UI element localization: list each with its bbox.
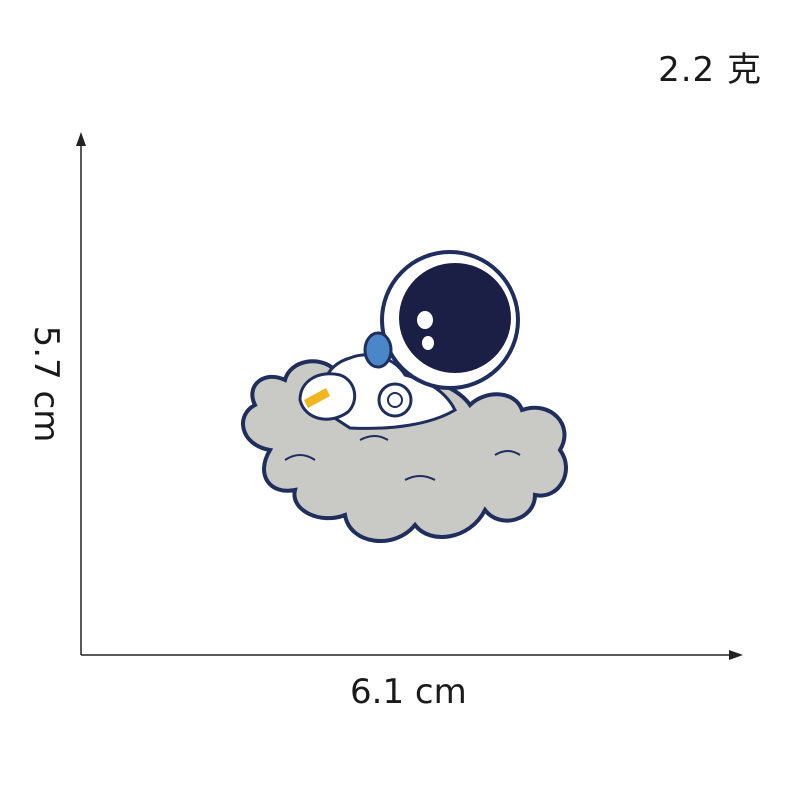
visor-shine-2 [422, 336, 434, 350]
cloud-detail-1 [284, 454, 316, 461]
astronaut-cloud-patch-image [241, 250, 568, 543]
vertical-arrow-icon [76, 132, 86, 146]
knee-detail [387, 392, 403, 408]
visor-shine-1 [417, 311, 433, 329]
helmet-visor [399, 263, 511, 373]
horizontal-arrow-icon [729, 650, 743, 660]
cloud-detail-4 [359, 435, 389, 441]
helmet-earpiece [363, 331, 393, 369]
weight-label: 2.2 克 [658, 50, 762, 90]
yellow-accent [304, 388, 330, 408]
width-label: 6.1 cm [350, 672, 467, 712]
cloud-detail-3 [494, 450, 521, 456]
cloud-detail-2 [404, 475, 436, 481]
height-label: 5.7 cm [26, 325, 66, 443]
